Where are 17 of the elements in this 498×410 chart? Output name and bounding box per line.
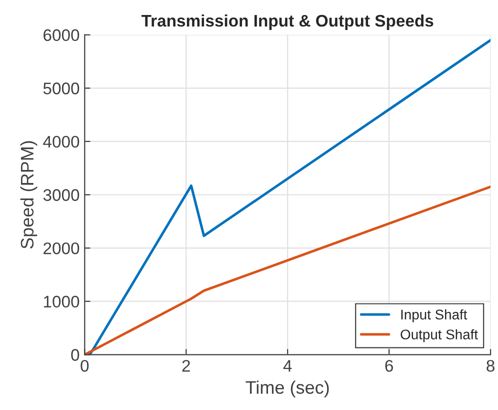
- y-tick-label: 6000: [44, 29, 80, 42]
- x-tick-label: 0: [80, 360, 89, 372]
- x-tick-label: 2: [182, 360, 190, 372]
- y-tick-label: 4000: [43, 136, 80, 148]
- legend-label: Output Shaft: [400, 329, 478, 342]
- y-tick-label: 0: [71, 349, 80, 361]
- y-tick-label: 2000: [44, 242, 80, 254]
- y-tick-label: 5000: [43, 82, 80, 94]
- y-axis-title: Speed (RPM): [20, 141, 38, 249]
- x-tick-label: 4: [283, 360, 292, 372]
- y-tick-label: 3000: [43, 189, 80, 201]
- legend-label: Input Shaft: [401, 309, 468, 322]
- y-tick-label: 1000: [44, 296, 80, 308]
- chart-title: Transmission Input & Output Speeds: [141, 14, 434, 30]
- x-axis-title: Time (sec): [246, 380, 329, 398]
- x-tick-label: 8: [486, 360, 494, 372]
- x-tick-label: 6: [385, 360, 393, 372]
